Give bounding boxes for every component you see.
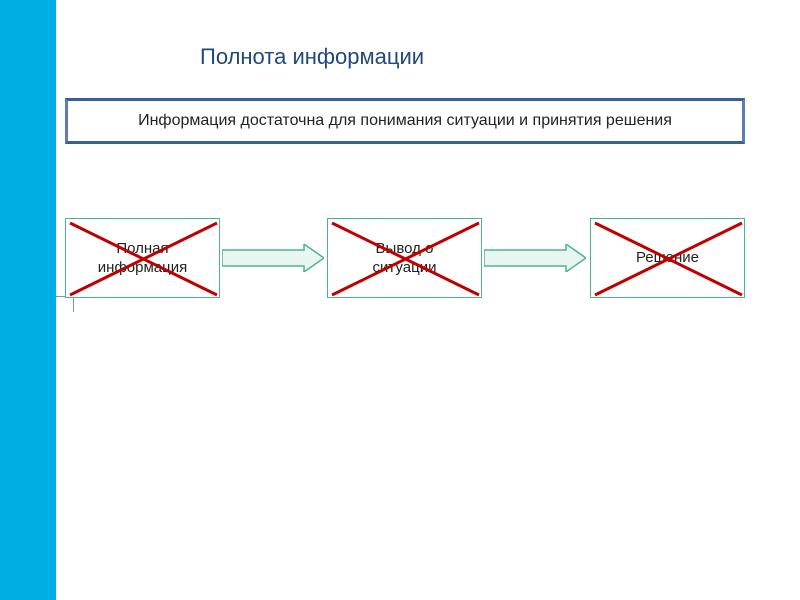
box-line2: ситуации bbox=[373, 259, 437, 276]
flow-box-full-info: Полная информация bbox=[65, 218, 220, 298]
box-line1: Решение bbox=[636, 249, 699, 266]
page-title: Полнота информации bbox=[200, 44, 424, 70]
flow-box-conclusion: Вывод о ситуации bbox=[327, 218, 482, 298]
flow-box-decision: Решение bbox=[590, 218, 745, 298]
box-text: Полная информация bbox=[94, 235, 191, 282]
box-text: Вывод о ситуации bbox=[369, 235, 441, 282]
box-line1: Вывод о bbox=[376, 240, 434, 257]
accent-bar bbox=[0, 0, 56, 600]
corner-fragment bbox=[56, 296, 74, 312]
arrow-icon bbox=[222, 244, 324, 272]
subtitle-box: Информация достаточна для понимания ситу… bbox=[65, 98, 745, 144]
arrow-icon bbox=[484, 244, 586, 272]
box-text: Решение bbox=[632, 244, 703, 272]
box-line1: Полная bbox=[116, 240, 168, 257]
box-line2: информация bbox=[98, 259, 187, 276]
subtitle-text: Информация достаточна для понимания ситу… bbox=[138, 112, 672, 130]
